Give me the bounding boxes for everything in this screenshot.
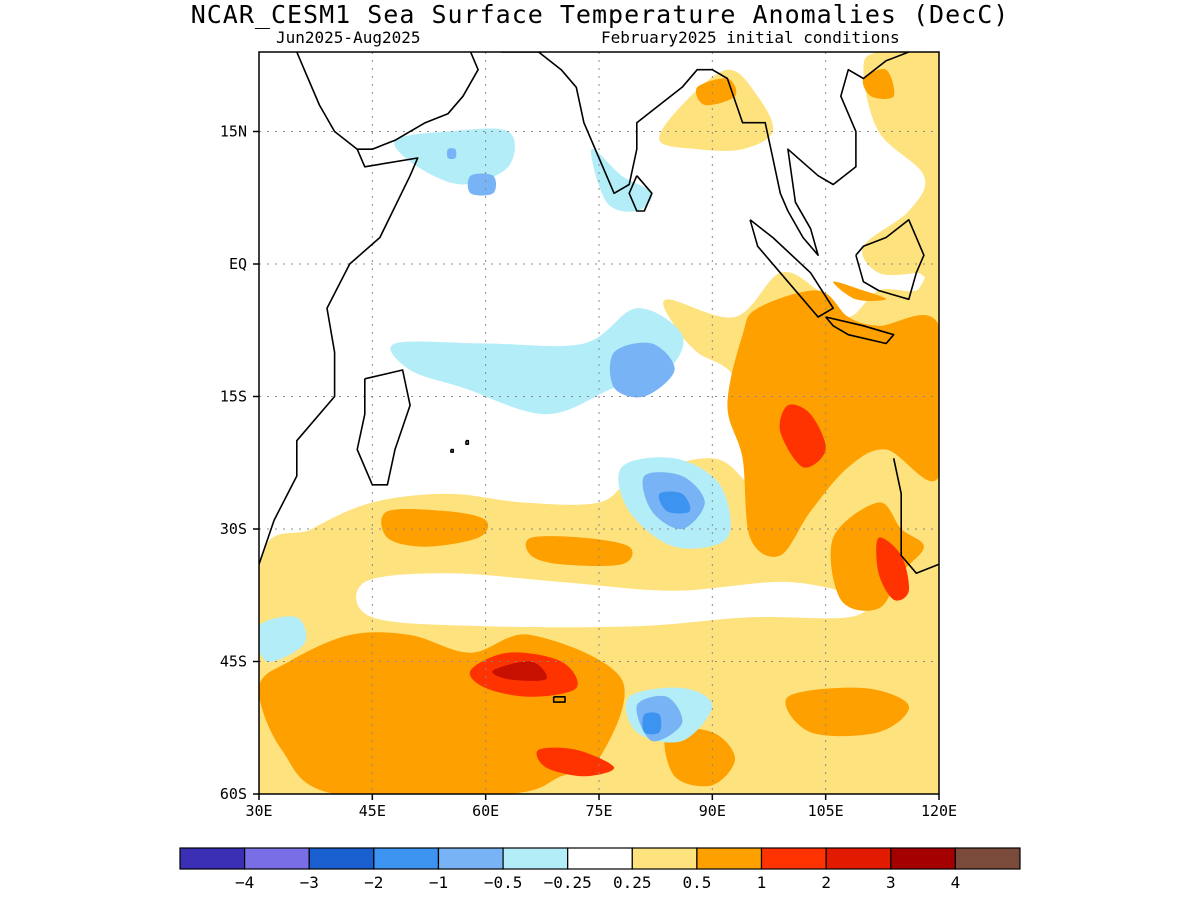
colorbar-label: 4: [951, 873, 961, 892]
anomaly-region: [492, 661, 547, 681]
anomaly-region: [785, 687, 910, 737]
lat-tick-label: EQ: [229, 255, 247, 273]
coastline: [500, 52, 910, 256]
colorbar-label: −4: [235, 873, 254, 892]
coastline: [825, 316, 895, 345]
lon-tick-label: 90E: [699, 802, 726, 820]
colorbar-label: 0.25: [613, 873, 652, 892]
colorbar-label: 1: [757, 873, 767, 892]
lon-tick-label: 60E: [472, 802, 499, 820]
coastline: [749, 219, 834, 318]
colorbar-swatch: [954, 847, 1021, 870]
colorbar-swatch: [567, 847, 633, 870]
coastline: [628, 175, 653, 212]
forecast-period-label: Jun2025-Aug2025: [276, 28, 421, 47]
colorbar-swatch: [373, 847, 439, 870]
colorbar-label: −0.25: [544, 873, 592, 892]
coastline: [356, 369, 411, 486]
colorbar-swatch: [631, 847, 698, 870]
colorbar-swatch: [502, 847, 569, 870]
gridlines: [259, 52, 939, 794]
anomaly-region: [591, 148, 653, 212]
anomaly-region: [536, 747, 615, 777]
anomaly-region: [659, 69, 774, 151]
anomaly-region: [664, 727, 735, 787]
lon-tick-label: 105E: [808, 802, 844, 820]
lat-tick-label: 15S: [220, 388, 247, 406]
colorbar-swatch: [244, 847, 310, 870]
lon-tick-label: 75E: [585, 802, 612, 820]
colorbar-swatch: [696, 847, 763, 870]
colorbar-label: −0.5: [484, 873, 523, 892]
lat-tick-label: 45S: [220, 653, 247, 671]
colorbar-label: −2: [364, 873, 383, 892]
anomaly-region: [390, 308, 684, 415]
lat-tick-label: 60S: [220, 785, 247, 803]
coastline: [855, 219, 925, 301]
colorbar-label: 0.5: [682, 873, 711, 892]
colorbar: −4 −3 −2 −1 −0.5 −0.25 0.25 0.5 1 2 3 4: [179, 847, 1021, 892]
anomaly-region: [642, 712, 662, 735]
colorbar-swatch: [179, 847, 246, 870]
coastline: [465, 439, 470, 445]
colorbar-label: −3: [300, 873, 319, 892]
anomaly-region: [259, 616, 307, 662]
colorbar-label: 2: [821, 873, 831, 892]
lon-tick-label: 120E: [921, 802, 957, 820]
anomaly-region: [356, 573, 869, 628]
lon-tick-label: 30E: [245, 802, 272, 820]
colorbar-swatch: [890, 847, 956, 870]
anomaly-region: [525, 536, 633, 567]
colorbar-label: 3: [886, 873, 896, 892]
anomaly-region: [727, 290, 939, 557]
anomaly-fill-layer: [259, 52, 939, 794]
lat-tick-label: 15N: [220, 123, 247, 141]
coastline: [259, 52, 419, 565]
anomaly-region: [833, 281, 887, 302]
colorbar-swatch: [437, 847, 504, 870]
lon-tick-label: 45E: [359, 802, 386, 820]
coastline: [357, 52, 479, 150]
anomaly-region: [658, 491, 691, 514]
map-title: NCAR_CESM1 Sea Surface Temperature Anoma…: [190, 0, 1010, 29]
anomaly-region: [446, 148, 457, 160]
coastline: [892, 458, 939, 574]
anomaly-region: [381, 508, 489, 547]
colorbar-label: −1: [429, 873, 448, 892]
colorbar-swatch: [760, 847, 827, 870]
coastline: [450, 448, 454, 453]
anomaly-region: [779, 404, 826, 468]
initial-conditions-label: February2025 initial conditions: [601, 28, 900, 47]
anomaly-region: [862, 52, 939, 283]
lat-tick-label: 30S: [220, 520, 247, 538]
colorbar-swatch: [308, 847, 375, 870]
anomaly-region: [467, 173, 497, 196]
coastline-layer: [259, 52, 939, 703]
anomaly-region: [695, 78, 737, 106]
anomaly-region: [876, 537, 910, 601]
anomaly-region: [862, 69, 895, 99]
coastline: [552, 696, 566, 703]
colorbar-swatch: [825, 847, 892, 870]
anomaly-region: [609, 342, 675, 398]
